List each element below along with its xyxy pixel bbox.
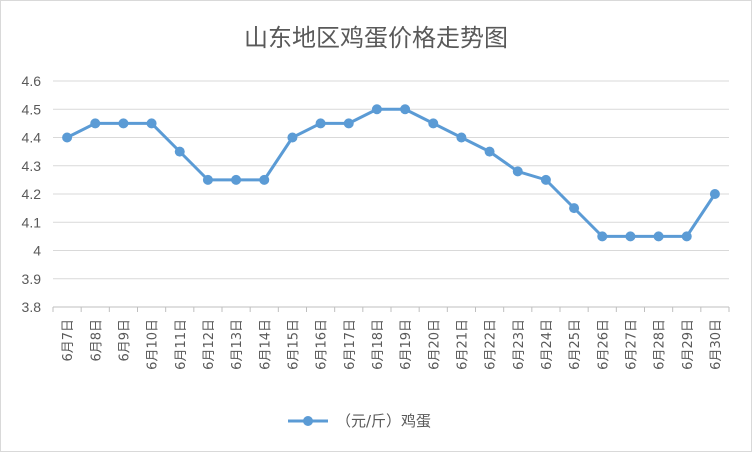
y-tick-label: 4.3 xyxy=(22,158,42,174)
data-point xyxy=(512,166,523,177)
data-point xyxy=(597,231,608,242)
data-point xyxy=(202,174,213,185)
x-tick-label: 6月13日 xyxy=(230,319,245,370)
x-tick-label: 6月27日 xyxy=(624,319,639,370)
data-point xyxy=(62,132,73,143)
x-axis-ticks: 6月7日 6月8日 6月9日 6月10日 6月11日 6月12日 6月13日 6月14日 6月1… xyxy=(52,307,730,370)
data-point xyxy=(653,231,664,242)
data-point xyxy=(540,174,551,185)
legend-marker xyxy=(303,416,313,426)
x-tick-label: 6月8日 xyxy=(89,319,104,362)
data-point xyxy=(231,174,242,185)
x-tick-label: 6月20日 xyxy=(427,319,442,370)
x-tick-label: 6月26日 xyxy=(596,319,611,370)
x-tick-label: 6月30日 xyxy=(709,319,724,370)
data-point xyxy=(118,118,129,129)
data-point xyxy=(146,118,157,129)
data-point xyxy=(315,118,326,129)
x-tick-label: 6月9日 xyxy=(117,319,132,362)
y-tick-label: 4.6 xyxy=(22,73,42,89)
y-tick-label: 4.1 xyxy=(22,214,42,230)
data-point xyxy=(625,231,636,242)
x-tick-label: 6月28日 xyxy=(653,319,668,370)
x-tick-label: 6月18日 xyxy=(371,319,386,370)
x-tick-label: 6月23日 xyxy=(512,319,527,370)
y-tick-label: 3.8 xyxy=(22,299,42,315)
x-tick-label: 6月25日 xyxy=(568,319,583,370)
x-tick-label: 6月14日 xyxy=(258,319,273,370)
chart-title: 山东地区鸡蛋价格走势图 xyxy=(244,24,508,52)
data-point xyxy=(456,132,467,143)
data-point xyxy=(259,174,270,185)
data-point xyxy=(287,132,298,143)
x-tick-label: 6月24日 xyxy=(540,319,555,370)
x-tick-label: 6月11日 xyxy=(174,319,189,370)
data-point xyxy=(400,104,411,115)
y-tick-label: 4.5 xyxy=(22,101,42,117)
x-tick-label: 6月19日 xyxy=(399,319,414,370)
data-point xyxy=(174,146,185,157)
data-point xyxy=(681,231,692,242)
y-tick-label: 4 xyxy=(33,243,41,259)
y-tick-label: 3.9 xyxy=(22,271,42,287)
legend-label: （元/斤）鸡蛋 xyxy=(336,412,431,430)
data-point xyxy=(428,118,439,129)
x-tick-label: 6月12日 xyxy=(202,319,217,370)
x-tick-label: 6月21日 xyxy=(455,319,470,370)
x-tick-label: 6月15日 xyxy=(286,319,301,370)
y-tick-label: 4.2 xyxy=(22,186,42,202)
x-tick-label: 6月10日 xyxy=(146,319,161,370)
y-axis-ticks: 3.8 3.9 4 4.1 4.2 4.3 4.4 4.5 4.6 xyxy=(22,73,42,315)
data-point xyxy=(709,189,720,199)
x-tick-label: 6月17日 xyxy=(343,319,358,370)
data-point xyxy=(569,203,580,214)
x-tick-label: 6月29日 xyxy=(681,319,696,370)
gridlines xyxy=(53,80,729,308)
data-point xyxy=(343,118,354,129)
x-tick-label: 6月22日 xyxy=(484,319,499,370)
x-tick-label: 6月7日 xyxy=(61,319,76,362)
y-tick-label: 4.4 xyxy=(22,130,42,146)
x-tick-label: 6月16日 xyxy=(315,319,330,370)
data-point xyxy=(90,118,101,129)
data-point xyxy=(371,104,382,115)
series-line xyxy=(66,107,717,238)
legend: （元/斤）鸡蛋 xyxy=(288,412,431,430)
series-layer xyxy=(62,104,720,242)
data-point xyxy=(484,146,495,157)
